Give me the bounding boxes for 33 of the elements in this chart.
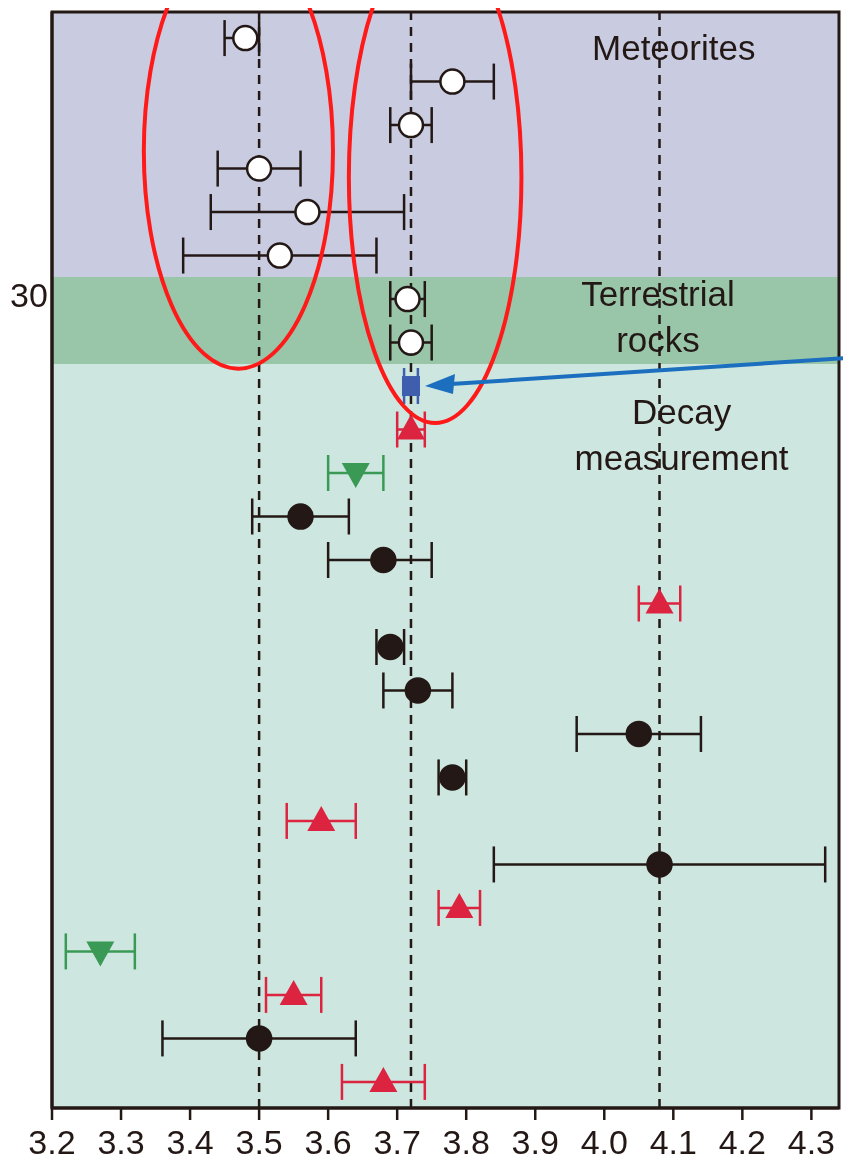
- x-tick-label: 3.8: [442, 1123, 490, 1162]
- annotation: Decay measurement: [574, 391, 789, 477]
- point: [294, 198, 321, 226]
- annotation: Meteorites: [592, 27, 756, 67]
- point: [287, 503, 314, 530]
- point: [401, 376, 420, 397]
- x-tick-label: 3.6: [304, 1123, 352, 1162]
- x-tick-label: 4.0: [580, 1123, 628, 1162]
- point: [232, 24, 259, 52]
- x-tick-label: 3.9: [511, 1123, 559, 1162]
- x-tick-label: 4.1: [649, 1123, 697, 1162]
- point: [266, 242, 294, 269]
- point: [245, 155, 273, 182]
- point: [370, 546, 397, 574]
- point: [646, 851, 673, 878]
- x-tick-label: 3.5: [235, 1123, 283, 1162]
- text: 30: [10, 275, 48, 314]
- point: [439, 68, 466, 95]
- point: [625, 720, 653, 748]
- point: [394, 285, 421, 313]
- x-tick-label: 3.4: [166, 1123, 214, 1162]
- point: [397, 329, 425, 356]
- annotation: Terrestrial rocks: [581, 273, 735, 359]
- x-tick-label: 3.3: [97, 1123, 145, 1162]
- point: [397, 111, 425, 139]
- x-tick-label: 4.3: [787, 1123, 836, 1162]
- x-tick-label: 3.2: [28, 1123, 76, 1162]
- x-tick-label: 3.7: [373, 1123, 421, 1162]
- point: [377, 633, 404, 661]
- point: [439, 764, 466, 791]
- x-tick-label: 4.2: [718, 1123, 766, 1162]
- point: [245, 1025, 273, 1052]
- point: [404, 677, 432, 704]
